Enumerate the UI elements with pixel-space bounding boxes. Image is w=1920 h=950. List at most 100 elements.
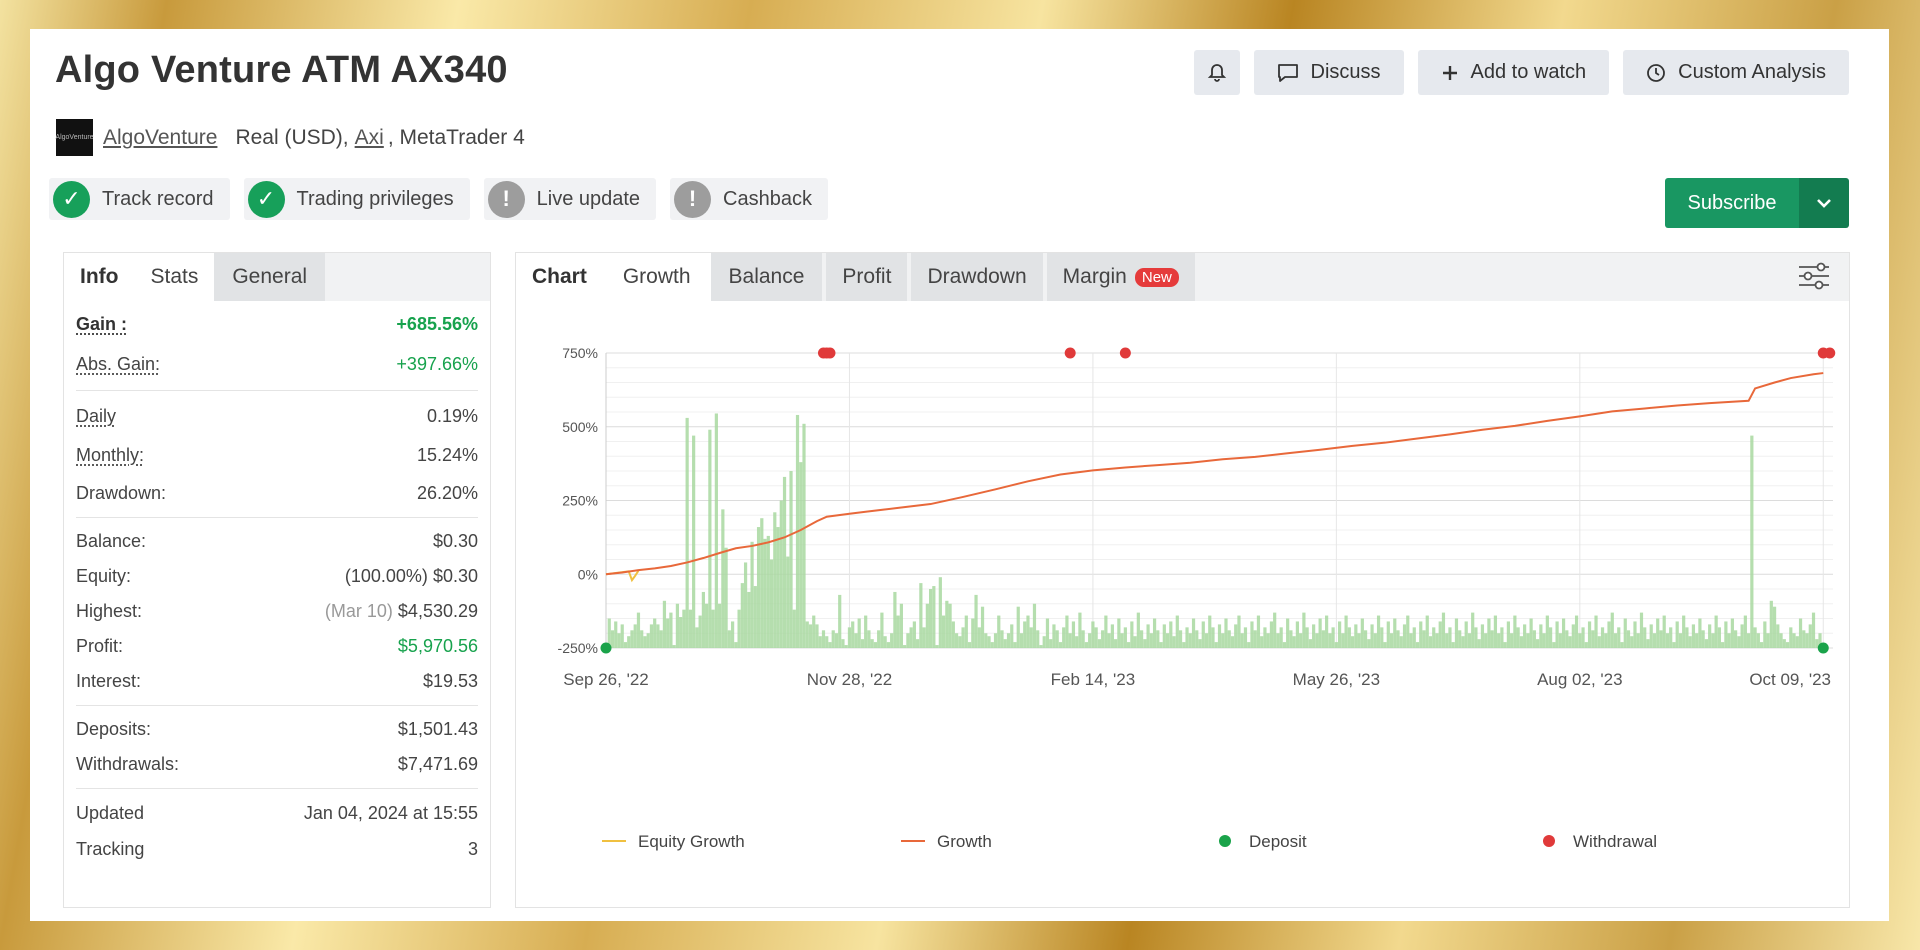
profit-bar [1055,630,1059,648]
tab-chart[interactable]: Chart [516,253,603,301]
tab-info[interactable]: Info [64,253,135,301]
profit-bar [1477,639,1481,648]
chart-tabs: Chart Growth Balance Profit Drawdown Mar… [516,253,1849,301]
profit-bar [666,618,670,648]
subscribe-button[interactable]: Subscribe [1665,178,1799,228]
profit-bar [607,618,611,648]
profit-bar [740,583,744,648]
stat-value: 3 [467,838,478,859]
add-to-watch-button[interactable]: Add to watch [1417,50,1610,95]
profit-bar [1448,627,1452,648]
tab-general[interactable]: General [214,253,326,301]
profit-bar [1396,630,1400,648]
profit-bar [870,639,874,648]
x-tick-label: May 26, '23 [1293,670,1380,689]
profit-bar [873,642,878,648]
profit-bar [705,603,709,648]
profit-bar [1084,642,1089,648]
tab-profit[interactable]: Profit [826,253,908,301]
stat-value: (100.00%) $0.30 [345,566,478,587]
tab-stats[interactable]: Stats [134,253,215,301]
badge-cashback[interactable]: ! Cashback [670,178,828,220]
profit-bar [1195,630,1199,648]
stat-label: Balance: [76,531,147,551]
profit-bar [1438,621,1442,648]
profit-bar [922,627,926,648]
profit-bar [734,642,738,648]
profit-bar [1152,618,1157,648]
badge-track-record[interactable]: ✓ Track record [49,178,230,220]
profit-bar [906,633,910,648]
profit-bar [714,413,718,648]
profit-bar [1010,624,1014,648]
badge-trading-privileges[interactable]: ✓ Trading privileges [243,178,470,220]
profit-bar [718,603,722,648]
stat-value: $7,471.69 [397,754,478,774]
profit-bar [610,630,615,648]
profit-bar [1406,615,1410,648]
profit-bar [854,633,858,648]
subscribe-dropdown[interactable] [1799,178,1849,228]
profit-bar [938,577,942,648]
profit-bar [828,642,832,648]
stat-label: Profit: [76,636,124,656]
profit-bar [782,476,787,648]
stat-deposits: Deposits: $1,501.43 [76,712,478,747]
profit-bar [1493,615,1498,648]
owner-link[interactable]: AlgoVenture [103,125,218,149]
exclamation-icon: ! [487,180,525,218]
profit-bar [958,636,962,648]
profit-bar [1500,627,1504,648]
notifications-button[interactable] [1193,50,1240,95]
profit-bar [1510,633,1514,648]
profit-bar [1266,633,1270,648]
profit-bar [1204,633,1209,648]
profit-bar [844,645,848,648]
profit-bar [1516,627,1520,648]
profit-bar [773,512,777,648]
stat-profit: Profit: $5,970.56 [76,629,478,664]
profit-bar [799,462,803,648]
profit-bar [1523,624,1527,648]
profit-bar [954,633,959,648]
stat-label[interactable]: Daily [76,405,117,426]
profit-bar [1191,618,1196,648]
stat-label[interactable]: Monthly: [76,444,145,465]
profit-bar [1513,615,1517,648]
profit-bar [899,603,903,648]
badge-live-update[interactable]: ! Live update [483,178,657,220]
profit-bar [1295,621,1300,648]
profit-bar [1532,630,1536,648]
profit-bar [1071,621,1076,648]
stat-monthly: Monthly: 15.24% [76,435,478,475]
tab-balance[interactable]: Balance [710,253,823,301]
highest-amount: $4,530.29 [397,601,478,621]
profit-bar [1081,630,1085,648]
profit-bar [1347,627,1351,648]
profit-bar [1574,615,1579,648]
profit-bar [1269,621,1274,648]
tab-growth[interactable]: Growth [602,253,711,301]
profit-bar [1756,633,1760,648]
custom-analysis-button[interactable]: Custom Analysis [1623,50,1849,95]
subscribe-control: Subscribe [1665,178,1849,228]
profit-bar [685,417,689,648]
profit-bar [1539,624,1543,648]
broker-link[interactable]: Axi [354,125,384,149]
profit-bar [1587,621,1592,648]
profit-bar [1217,624,1222,648]
tab-margin[interactable]: Margin New [1046,253,1195,301]
discuss-button[interactable]: Discuss [1253,50,1404,95]
profit-bar [1623,618,1627,648]
platform-text: , MetaTrader 4 [387,125,525,149]
profit-bar [919,583,923,648]
profit-bar [1717,627,1721,648]
profit-bar [1610,612,1614,648]
stat-label[interactable]: Abs. Gain: [76,353,161,374]
chart-settings-button[interactable] [1797,259,1831,298]
profit-bar [1198,639,1202,648]
profit-bar [1782,639,1786,648]
profit-bar [1338,621,1342,648]
tab-drawdown[interactable]: Drawdown [911,253,1043,301]
stat-label[interactable]: Gain : [76,313,128,334]
